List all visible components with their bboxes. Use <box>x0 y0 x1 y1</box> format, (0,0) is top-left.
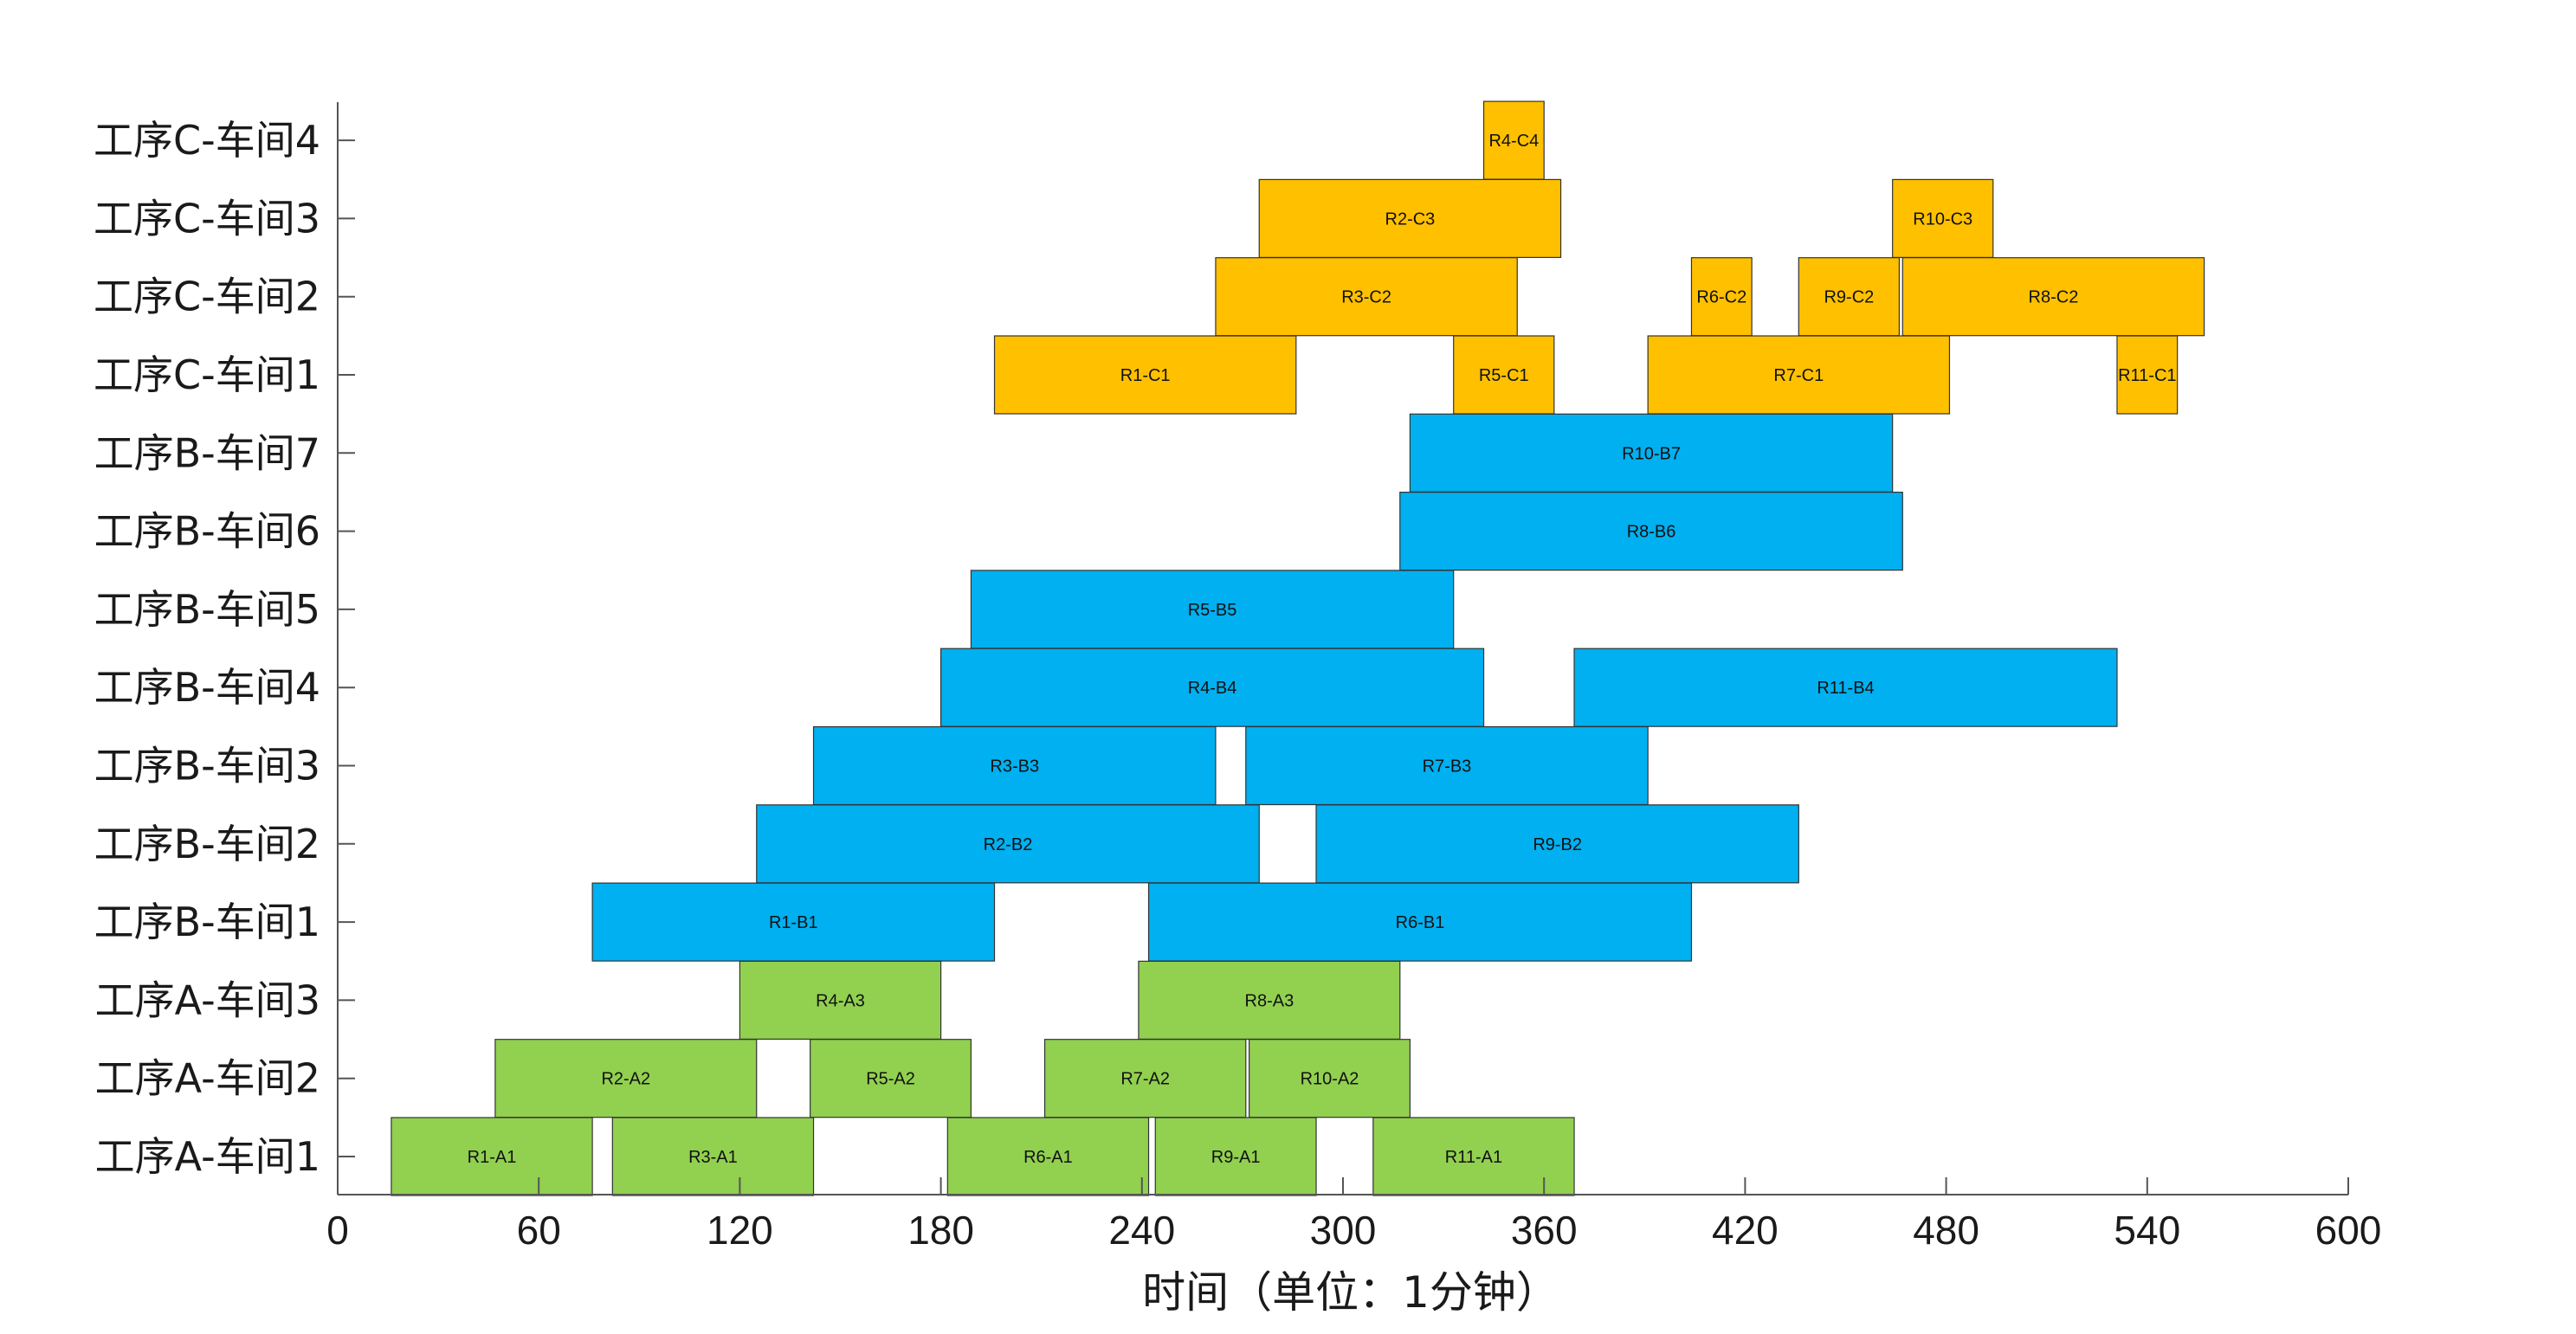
task-label-r3-c2: R3-C2 <box>1341 288 1391 307</box>
x-tick-label: 120 <box>707 1208 773 1253</box>
task-label-r10-b7: R10-B7 <box>1622 444 1681 463</box>
task-bar-r7-c1 <box>1647 335 1951 415</box>
task-label-r2-c3: R2-C3 <box>1385 209 1436 229</box>
y-tick-label: 工序B-车间7 <box>94 429 320 476</box>
task-bar-r3-a1 <box>611 1117 815 1196</box>
y-tick-label: 工序A-车间1 <box>95 1133 320 1180</box>
task-bar-r1-c1 <box>993 335 1297 415</box>
task-bar-r5-b5 <box>970 570 1455 649</box>
y-tick-label: 工序B-车间6 <box>94 508 320 555</box>
task-bar-r2-c3 <box>1258 178 1562 258</box>
task-bar-r10-a2 <box>1249 1039 1411 1118</box>
x-axis-title: 时间（单位：1分钟） <box>1142 1267 1559 1318</box>
task-bar-r8-b6 <box>1399 491 1903 571</box>
task-bar-r5-a2 <box>810 1039 972 1118</box>
x-tick-label: 420 <box>1712 1208 1779 1253</box>
task-label-r11-c1: R11-C1 <box>2118 366 2176 385</box>
task-label-r7-c1: R7-C1 <box>1773 366 1824 385</box>
x-tick-label: 300 <box>1310 1208 1377 1253</box>
task-label-r3-a1: R3-A1 <box>688 1148 738 1167</box>
bars-layer: R1-A1 R3-A1 R6-A1 R9-A1 R11-A1 R2-A2 R5-A2 R7-A… <box>391 100 2205 1196</box>
task-label-r11-a1: R11-A1 <box>1445 1148 1502 1167</box>
task-label-r5-a2: R5-A2 <box>866 1070 915 1089</box>
y-tick-label: 工序B-车间4 <box>94 664 320 711</box>
task-label-r5-c1: R5-C1 <box>1479 366 1529 385</box>
task-label-r7-b3: R7-B3 <box>1423 757 1472 777</box>
y-tick-label: 工序A-车间3 <box>95 976 320 1023</box>
task-label-r2-a2: R2-A2 <box>601 1070 650 1089</box>
x-tick-label: 180 <box>907 1208 974 1253</box>
task-bar-r2-a2 <box>494 1039 758 1118</box>
task-label-r6-c2: R6-C2 <box>1696 288 1746 307</box>
task-label-r8-a3: R8-A3 <box>1245 991 1294 1010</box>
task-label-r9-c2: R9-C2 <box>1824 288 1874 307</box>
task-bar-r6-c2 <box>1690 257 1753 337</box>
task-bar-r8-c2 <box>1901 257 2205 337</box>
task-label-r10-a2: R10-A2 <box>1301 1070 1359 1089</box>
x-tick-label: 60 <box>517 1208 561 1253</box>
task-bar-r9-b2 <box>1315 804 1799 884</box>
task-label-r6-a1: R6-A1 <box>1023 1148 1073 1167</box>
task-bar-r4-a3 <box>739 960 942 1041</box>
task-bar-r1-b1 <box>591 882 996 962</box>
task-label-r4-a3: R4-A3 <box>816 991 865 1010</box>
task-label-r7-a2: R7-A2 <box>1120 1070 1170 1089</box>
task-label-r1-b1: R1-B1 <box>769 913 818 932</box>
y-tick-label: 工序A-车间2 <box>95 1055 320 1102</box>
task-label-r2-b2: R2-B2 <box>984 835 1033 854</box>
task-bar-r7-a2 <box>1043 1039 1247 1118</box>
y-tick-label: 工序B-车间2 <box>94 821 320 867</box>
task-label-r4-b4: R4-B4 <box>1188 679 1237 698</box>
ticks-layer: 工序A-车间1 工序A-车间2 工序A-车间3 工序B-车间1 工序B-车间2 工序B-车… <box>94 117 2381 1253</box>
task-label-r1-a1: R1-A1 <box>468 1148 517 1167</box>
y-tick-label: 工序C-车间1 <box>94 351 320 398</box>
task-bar-r10-c3 <box>1892 178 1994 258</box>
y-tick-label: 工序C-车间4 <box>94 117 320 164</box>
task-label-r9-a1: R9-A1 <box>1211 1148 1261 1167</box>
task-bar-r8-a3 <box>1138 960 1401 1041</box>
task-label-r10-c3: R10-C3 <box>1913 209 1972 229</box>
task-label-r3-b3: R3-B3 <box>990 757 1039 777</box>
x-tick-label: 240 <box>1108 1208 1175 1253</box>
task-label-r1-c1: R1-C1 <box>1120 366 1171 385</box>
y-tick-label: 工序B-车间3 <box>94 743 320 789</box>
task-label-r5-b5: R5-B5 <box>1188 601 1237 620</box>
x-tick-label: 600 <box>2315 1208 2382 1253</box>
task-label-r6-b1: R6-B1 <box>1396 913 1445 932</box>
x-tick-label: 0 <box>326 1208 349 1253</box>
task-bar-r6-b1 <box>1147 882 1693 962</box>
task-bar-r4-c4 <box>1482 100 1545 180</box>
x-tick-label: 360 <box>1511 1208 1578 1253</box>
y-tick-label: 工序C-车间3 <box>94 195 320 242</box>
task-bar-r11-a1 <box>1372 1117 1575 1196</box>
task-bar-r9-a1 <box>1154 1117 1317 1196</box>
task-bar-r11-c1 <box>2116 335 2179 415</box>
task-label-r4-c4: R4-C4 <box>1488 132 1539 151</box>
task-label-r8-c2: R8-C2 <box>2029 288 2079 307</box>
task-label-r11-b4: R11-B4 <box>1817 679 1874 698</box>
task-bar-r1-a1 <box>391 1117 593 1196</box>
x-tick-label: 480 <box>1913 1208 1979 1253</box>
task-bar-r7-b3 <box>1245 725 1649 806</box>
task-label-r8-b6: R8-B6 <box>1627 523 1676 542</box>
task-bar-r11-b4 <box>1573 648 2118 727</box>
task-bar-r9-c2 <box>1798 257 1901 337</box>
y-tick-label: 工序B-车间5 <box>94 586 320 633</box>
task-bar-r5-c1 <box>1453 335 1555 415</box>
y-tick-label: 工序C-车间2 <box>94 274 320 320</box>
task-bar-r4-b4 <box>939 648 1485 727</box>
task-bar-r3-b3 <box>812 725 1217 806</box>
task-bar-r3-c2 <box>1215 257 1518 337</box>
y-tick-label: 工序B-车间1 <box>94 899 320 945</box>
x-tick-label: 540 <box>2114 1208 2180 1253</box>
task-label-r9-b2: R9-B2 <box>1533 835 1582 854</box>
